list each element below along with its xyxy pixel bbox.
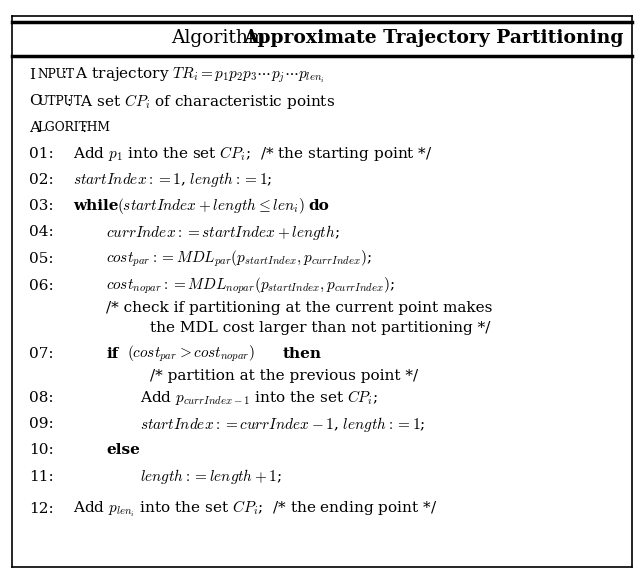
Text: 03:: 03: xyxy=(29,199,53,213)
Text: 02:: 02: xyxy=(29,173,53,187)
Text: 12:: 12: xyxy=(29,502,53,516)
Text: $cost_{nopar} := MDL_{nopar}(p_{startIndex}, p_{currIndex})$;: $cost_{nopar} := MDL_{nopar}(p_{startInd… xyxy=(106,276,395,297)
Text: :: : xyxy=(81,121,86,135)
Text: 06:: 06: xyxy=(29,279,53,293)
Text: UTPUT: UTPUT xyxy=(37,95,82,108)
Text: $length := length + 1$;: $length := length + 1$; xyxy=(140,467,282,486)
Text: $startIndex := currIndex - 1$, $length := 1$;: $startIndex := currIndex - 1$, $length :… xyxy=(140,415,425,433)
Text: /* check if partitioning at the current point makes: /* check if partitioning at the current … xyxy=(106,301,493,315)
Text: the MDL cost larger than not partitioning */: the MDL cost larger than not partitionin… xyxy=(150,321,490,335)
Text: $startIndex := 1$, $length := 1$;: $startIndex := 1$, $length := 1$; xyxy=(73,170,272,189)
Text: Add $p_1$ into the set $CP_i$;  /* the starting point */: Add $p_1$ into the set $CP_i$; /* the st… xyxy=(73,144,432,163)
Text: if: if xyxy=(106,347,118,361)
Text: $cost_{par} := MDL_{par}(p_{startIndex}, p_{currIndex})$;: $cost_{par} := MDL_{par}(p_{startIndex},… xyxy=(106,249,372,270)
Text: NPUT: NPUT xyxy=(37,68,74,81)
Text: 08:: 08: xyxy=(29,391,53,405)
Text: do: do xyxy=(308,199,329,213)
Text: 01:: 01: xyxy=(29,147,53,161)
Text: 10:: 10: xyxy=(29,443,53,457)
Text: 09:: 09: xyxy=(29,417,53,431)
Text: Algorithm: Algorithm xyxy=(171,29,265,47)
Text: 07:: 07: xyxy=(29,347,53,361)
Text: while: while xyxy=(73,199,118,213)
Text: /* partition at the previous point */: /* partition at the previous point */ xyxy=(150,369,418,383)
Text: $currIndex := startIndex + length$;: $currIndex := startIndex + length$; xyxy=(106,223,340,242)
Text: I: I xyxy=(29,68,35,82)
Text: $(cost_{par} > cost_{nopar})$: $(cost_{par} > cost_{nopar})$ xyxy=(127,343,255,364)
Text: $(startIndex + length \leq len_i)$: $(startIndex + length \leq len_i)$ xyxy=(117,196,304,216)
Text: Approximate Trajectory Partitioning: Approximate Trajectory Partitioning xyxy=(243,29,624,47)
Text: :  A trajectory $TR_i = p_1p_2p_3\cdots p_j\cdots p_{len_i}$: : A trajectory $TR_i = p_1p_2p_3\cdots p… xyxy=(61,65,325,85)
Text: O: O xyxy=(29,94,42,108)
Text: :  A set $CP_i$ of characteristic points: : A set $CP_i$ of characteristic points xyxy=(66,92,335,111)
Text: Algorithm  Approximate Trajectory Partitioning: Algorithm Approximate Trajectory Partiti… xyxy=(97,29,547,47)
Text: then: then xyxy=(283,347,322,361)
Text: 11:: 11: xyxy=(29,470,53,484)
Text: 04:: 04: xyxy=(29,225,53,239)
Text: Add $p_{currIndex-1}$ into the set $CP_i$;: Add $p_{currIndex-1}$ into the set $CP_i… xyxy=(140,388,378,407)
Text: 05:: 05: xyxy=(29,252,53,266)
Text: A: A xyxy=(29,121,40,135)
Text: Add $p_{len_i}$ into the set $CP_i$;  /* the ending point */: Add $p_{len_i}$ into the set $CP_i$; /* … xyxy=(73,499,437,519)
Text: LGORITHM: LGORITHM xyxy=(37,121,110,134)
Text: else: else xyxy=(106,443,140,457)
